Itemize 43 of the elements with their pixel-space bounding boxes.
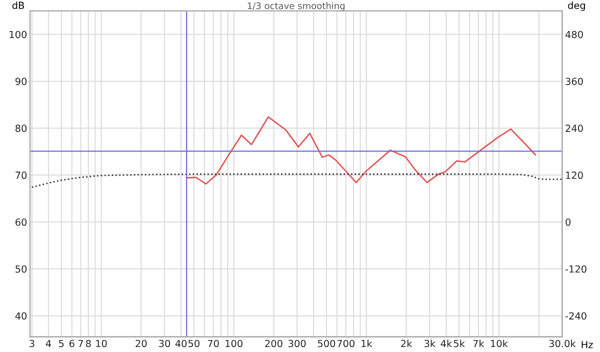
x-tick-label: 40: [175, 340, 187, 348]
y-tick-label: 80: [16, 124, 27, 132]
y2-tick-label: -240: [565, 312, 586, 320]
y-axis-title: dB: [12, 2, 24, 10]
x-tick-label: 500: [318, 340, 336, 348]
x-tick-label: 4: [46, 340, 52, 348]
y2-tick-label: -120: [565, 265, 586, 273]
x-tick-label: 100: [226, 340, 242, 348]
x-tick-label: 300: [288, 340, 306, 348]
x-tick-label: 700: [337, 340, 354, 348]
y-tick-label: 90: [15, 78, 27, 86]
x-tick-label: 200: [265, 340, 282, 348]
y-tick-label: 70: [16, 172, 27, 179]
x-tick-label: 20: [136, 340, 147, 348]
x-tick-label: 7k: [473, 340, 484, 348]
y2-tick-label: 480: [565, 30, 583, 38]
y2-tick-label: 0: [566, 218, 571, 226]
y-tick-label: 50: [16, 265, 27, 273]
y2-tick-label: 240: [566, 124, 583, 132]
x-tick-label: 10k: [491, 340, 508, 348]
x-tick-label: 30: [159, 340, 170, 348]
x-tick-label: 50: [188, 340, 200, 348]
x-tick-label: 10: [96, 340, 107, 348]
x-tick-label: 4k: [440, 340, 452, 348]
x-tick-label: 5k: [454, 340, 465, 348]
x-tick-label: 8: [86, 340, 91, 348]
x-tick-label: 2k: [401, 340, 412, 348]
x-tick-label: 6: [69, 340, 74, 348]
chart-title: 1/3 octave smoothing: [248, 2, 345, 11]
y-tick-label: 60: [16, 218, 27, 226]
x-tick-label: 7: [78, 340, 83, 348]
y-tick-label: 40: [15, 312, 27, 320]
x-axis-title: Hz: [582, 341, 593, 348]
x-tick-label: 30.0k: [549, 340, 576, 348]
x-tick-label: 3: [30, 340, 34, 348]
x-tick-label: 1k: [362, 340, 372, 348]
x-tick-label: 3k: [424, 340, 436, 348]
y2-axis-title: deg: [568, 2, 585, 11]
x-tick-label: 5: [59, 340, 64, 348]
y2-tick-label: 360: [566, 78, 583, 86]
x-tick-label: 70: [208, 340, 219, 348]
y2-tick-label: 120: [566, 172, 583, 179]
y-tick-label: 100: [10, 30, 27, 38]
